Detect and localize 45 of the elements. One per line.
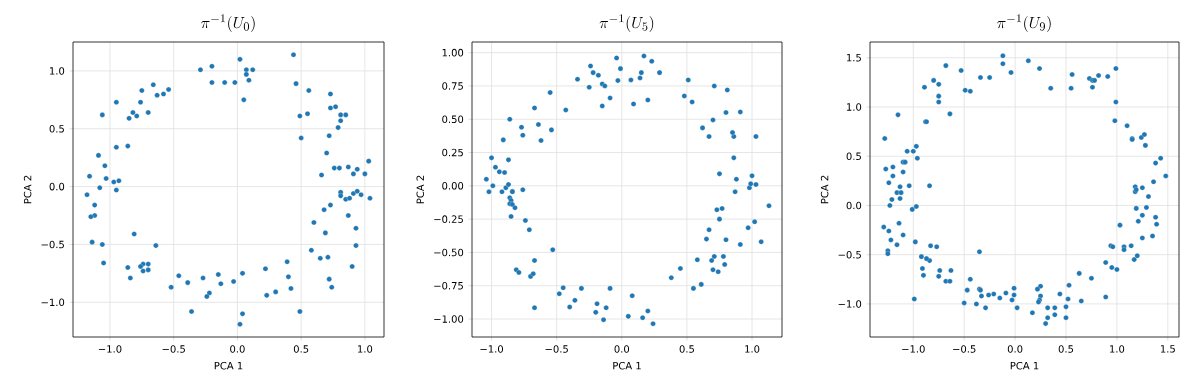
- x-tick-label: −1.0: [480, 345, 504, 353]
- y-tick-label: 0.50: [442, 115, 464, 124]
- x-tick-label: 0.5: [293, 345, 309, 353]
- y-tick-label: 1.0: [847, 103, 862, 111]
- x-tick-label: 1.5: [1160, 345, 1175, 353]
- x-tick-label: 1.0: [358, 345, 373, 353]
- x-axis-title: PCA 1: [613, 361, 641, 370]
- x-tick-label: 0.5: [1058, 345, 1074, 353]
- x-tick-label: −1.0: [902, 345, 925, 353]
- chart-title: $\pi^{-1}(U_0)$: [201, 14, 255, 32]
- x-tick-label: −0.5: [545, 345, 568, 353]
- x-tick-label: 1.0: [745, 345, 760, 353]
- x-tick-label: 0.0: [230, 345, 245, 353]
- y-tick-label: −0.5: [41, 240, 64, 249]
- chart-title: $\pi^{-1}(U_5)$: [599, 14, 654, 32]
- y-tick-label: 0.0: [846, 201, 862, 210]
- x-tick-label: −0.5: [953, 345, 976, 353]
- x-tick-label: 0.0: [614, 345, 630, 353]
- chart-title: $\pi^{-1}(U_9)$: [997, 14, 1051, 32]
- y-axis-title: PCA 2: [23, 175, 32, 204]
- y-axis-title: PCA 2: [820, 175, 829, 204]
- y-tick-label: 0.5: [49, 124, 64, 133]
- y-tick-label: 0.00: [442, 182, 464, 190]
- x-tick-label: −0.5: [162, 345, 185, 353]
- y-tick-label: 0.75: [442, 82, 463, 90]
- y-tick-label: −1.0: [41, 298, 65, 307]
- y-axis-title: PCA 2: [416, 175, 425, 204]
- y-tick-label: 1.0: [50, 67, 65, 75]
- y-tick-label: 1.5: [847, 54, 861, 62]
- x-tick-label: −1.0: [98, 345, 122, 353]
- y-tick-label: −1.00: [434, 315, 464, 323]
- x-axis-title: PCA 1: [1010, 361, 1039, 370]
- x-tick-label: 0.5: [679, 345, 694, 353]
- y-tick-label: −0.75: [434, 281, 463, 290]
- y-tick-label: −1.0: [838, 300, 862, 308]
- y-tick-label: 1.00: [442, 48, 464, 57]
- x-tick-label: 1.0: [1110, 345, 1125, 353]
- y-tick-label: −0.5: [838, 250, 861, 259]
- y-tick-label: 0.0: [49, 182, 65, 191]
- x-tick-label: 0.0: [1007, 345, 1023, 353]
- y-tick-label: −0.50: [434, 248, 464, 257]
- y-tick-label: −0.25: [434, 215, 463, 223]
- y-tick-label: 0.5: [846, 152, 861, 161]
- x-axis-title: PCA 1: [214, 361, 243, 370]
- y-tick-label: 0.25: [442, 148, 463, 157]
